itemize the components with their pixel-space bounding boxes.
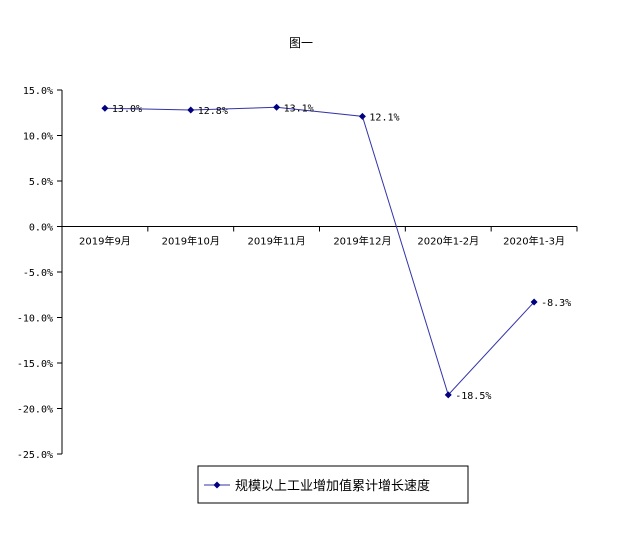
- y-tick-label: 5.0%: [29, 177, 53, 188]
- y-tick-label: -20.0%: [17, 405, 53, 416]
- x-category-label: 2019年9月: [79, 235, 131, 248]
- x-category-label: 2020年1-2月: [417, 235, 479, 248]
- x-category-label: 2019年12月: [333, 235, 391, 248]
- data-point-marker: [273, 103, 281, 111]
- data-point-marker: [101, 104, 109, 112]
- y-tick-label: -25.0%: [17, 450, 53, 461]
- y-tick-label: 10.0%: [23, 132, 53, 143]
- chart-title: 图一: [289, 36, 313, 50]
- series-line: [104, 106, 535, 396]
- data-label: 12.8%: [198, 106, 228, 117]
- x-category-label: 2020年1-3月: [503, 235, 565, 248]
- y-tick-label: 0.0%: [29, 223, 53, 234]
- legend-box: [197, 465, 469, 504]
- series-group: 13.0% 12.8% 13.1% 12.1% -18.5% -8.3%: [101, 103, 571, 402]
- x-category-label: 2019年11月: [247, 235, 305, 248]
- y-tick-label: -15.0%: [17, 359, 53, 370]
- legend-diamond-marker: [213, 481, 221, 489]
- data-label: 12.1%: [369, 112, 399, 123]
- data-point-marker: [187, 106, 195, 114]
- y-tick-label: 15.0%: [23, 86, 53, 97]
- legend: 规模以上工业增加值累计增长速度: [197, 465, 469, 504]
- x-category-label: 2019年10月: [162, 235, 220, 248]
- data-point-marker: [530, 298, 538, 306]
- data-label: 13.1%: [284, 103, 314, 114]
- data-point-marker: [444, 391, 452, 399]
- legend-label: 规模以上工业增加值累计增长速度: [235, 478, 430, 494]
- x-axis-ticks: 2019年9月 2019年10月 2019年11月 2019年12月 2020年1-2月…: [61, 226, 578, 248]
- data-label: 13.0%: [112, 104, 142, 115]
- data-label: -18.5%: [455, 391, 491, 402]
- y-axis-ticks: 15.0% 10.0% 5.0% 0.0% -5.0% -10.0% -15.0% -20.0…: [17, 86, 62, 461]
- y-tick-label: -5.0%: [23, 268, 53, 279]
- data-label: -8.3%: [541, 298, 571, 309]
- y-tick-label: -10.0%: [17, 314, 53, 325]
- data-point-marker: [358, 112, 366, 120]
